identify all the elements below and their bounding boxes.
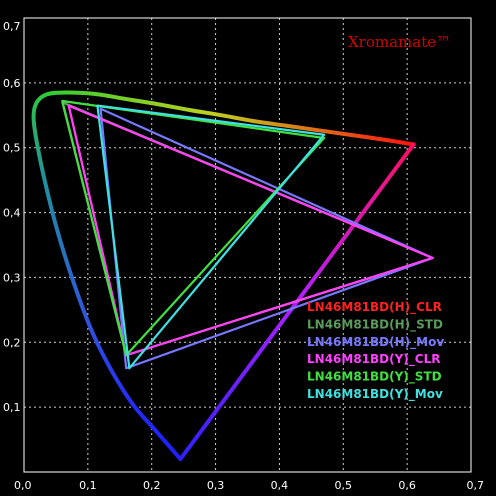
legend-entry: LN46M81BD(Y)_CLR <box>307 352 441 367</box>
gamut-triangle <box>96 104 326 370</box>
x-axis-ticks: 0,0 0,1 0,2 0,3 0,4 0,5 0,6 0,7 <box>14 479 484 492</box>
legend-entry: LN46M81BD(Y)_Mov <box>307 387 443 402</box>
gamut-triangles <box>61 99 434 370</box>
gamut-triangle <box>67 104 434 357</box>
x-tick-label: 0,4 <box>271 479 289 492</box>
y-tick-label: 0,5 <box>3 142 21 155</box>
y-tick-label: 0,1 <box>3 401 21 414</box>
legend-entry: LN46M81BD(H)_Mov <box>307 335 444 350</box>
y-tick-label: 0,3 <box>3 271 21 284</box>
x-tick-label: 0,0 <box>14 479 32 492</box>
spectral-locus <box>31 90 416 462</box>
x-tick-label: 0,2 <box>143 479 161 492</box>
x-tick-label: 0,5 <box>335 479 353 492</box>
brand-label: Xromamate™ <box>348 33 451 51</box>
legend: LN46M81BD(H)_CLR LN46M81BD(H)_STD LN46M81B… <box>307 300 444 402</box>
x-tick-label: 0,6 <box>398 479 416 492</box>
y-tick-label: 0,6 <box>3 77 21 90</box>
x-tick-label: 0,3 <box>207 479 225 492</box>
legend-entry: LN46M81BD(H)_CLR <box>307 300 442 315</box>
y-tick-label: 0,4 <box>3 207 21 220</box>
legend-entry: LN46M81BD(H)_STD <box>307 317 443 332</box>
y-tick-label: 0,7 <box>3 20 21 33</box>
y-axis-ticks: 0,1 0,2 0,3 0,4 0,5 0,6 0,7 <box>3 20 21 414</box>
x-tick-label: 0,7 <box>467 479 485 492</box>
y-tick-label: 0,2 <box>3 336 21 349</box>
gamut-triangle <box>61 99 326 357</box>
plot-frame <box>23 17 472 473</box>
x-tick-label: 0,1 <box>79 479 97 492</box>
legend-entry: LN46M81BD(Y)_STD <box>307 370 442 385</box>
